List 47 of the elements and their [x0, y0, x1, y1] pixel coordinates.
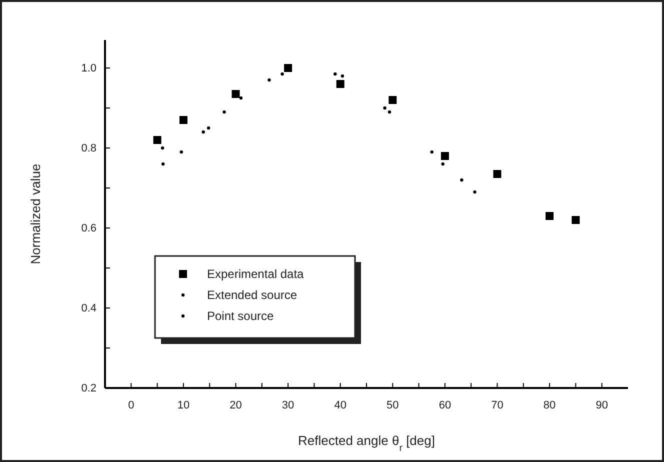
x-tick-label: 90	[596, 400, 608, 412]
x-tick-label: 10	[177, 400, 190, 412]
point	[222, 110, 226, 114]
y-axis-title: Normalized value	[28, 164, 43, 264]
x-tick-label: 50	[386, 400, 399, 412]
y-tick-label: 1.0	[81, 62, 96, 75]
point	[239, 96, 243, 100]
x-tick-label: 70	[491, 400, 504, 412]
point	[161, 162, 165, 166]
point	[284, 64, 292, 72]
point	[180, 150, 183, 154]
point	[202, 130, 205, 134]
point	[441, 162, 444, 166]
point	[430, 150, 434, 154]
point	[179, 116, 188, 124]
point	[546, 212, 554, 220]
x-tick-label: 60	[438, 400, 452, 412]
point	[460, 178, 464, 182]
x-axis-title: Reflected angle θ$_{r}$ [deg]	[298, 433, 435, 454]
legend-label: Extended source	[207, 288, 298, 302]
point	[336, 80, 344, 88]
point	[160, 146, 164, 150]
point	[388, 110, 392, 114]
x-tick-label: 20	[230, 400, 242, 412]
point	[383, 106, 386, 110]
point	[334, 72, 337, 76]
x-tick-label: 30	[282, 400, 294, 412]
point	[280, 72, 284, 76]
point	[340, 74, 344, 78]
point	[473, 190, 476, 194]
y-tick-label: 0.8	[81, 142, 96, 155]
x-tick-label: 80	[543, 400, 556, 412]
x-tick-label: 40	[334, 400, 346, 412]
point	[232, 90, 240, 98]
legend-label: Point source	[207, 309, 274, 323]
point	[388, 96, 397, 104]
y-tick-label: 0.4	[81, 302, 96, 315]
point	[440, 152, 449, 160]
x-tick-label: 0	[128, 400, 134, 412]
y-tick-label: 0.6	[81, 222, 96, 235]
legend-label: Experimental data	[207, 267, 304, 281]
point	[206, 126, 210, 130]
point	[572, 216, 580, 224]
y-tick-label: 0.2	[81, 382, 96, 395]
point	[493, 170, 502, 178]
point	[153, 136, 162, 144]
point	[268, 78, 271, 82]
